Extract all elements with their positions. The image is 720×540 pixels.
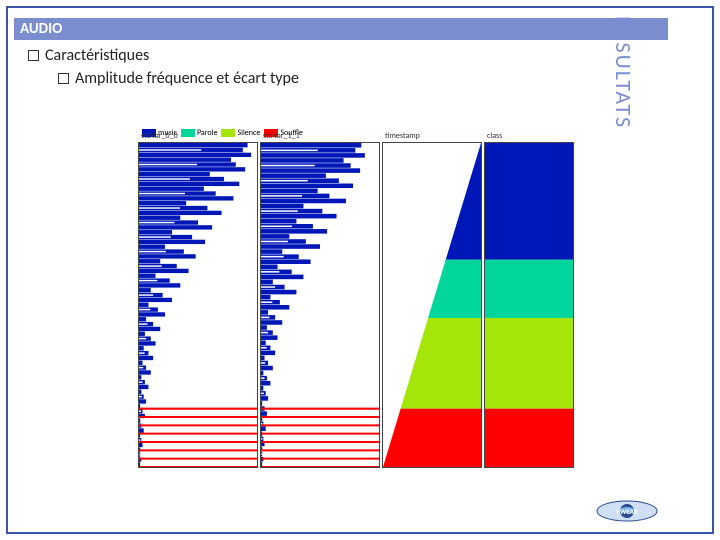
- section-header: AUDIO: [14, 18, 668, 40]
- chart-panel: class: [484, 142, 574, 468]
- legend-swatch: [221, 129, 235, 137]
- legend-swatch: [181, 129, 195, 137]
- bullet-level2: Amplitude fréquence et écart type: [58, 69, 662, 88]
- panel-title: class: [487, 131, 502, 141]
- panels-row: stdVar_0_0stdVar_1_1timestampclass: [138, 142, 578, 468]
- legend-item: Silence: [221, 128, 260, 138]
- chart-area: musicParoleSilenceSouffle stdVar_0_0stdV…: [138, 128, 578, 468]
- bullet-square-icon: [28, 50, 39, 61]
- sidebar-right: RESULTATS: [676, 8, 712, 532]
- bullet-l1-text: Caractéristiques: [45, 46, 149, 65]
- bullet-list: Caractéristiques Amplitude fréquence et …: [18, 46, 662, 88]
- chart-panel: timestamp: [382, 142, 482, 468]
- legend-label: Parole: [197, 128, 218, 138]
- panel-title: stdVar_1_1: [263, 131, 300, 141]
- bullet-level1: Caractéristiques: [28, 46, 662, 65]
- logo-text: I-WEAR: [616, 507, 638, 516]
- bullet-l2-text: Amplitude fréquence et écart type: [75, 69, 299, 88]
- bullet-square-icon: [58, 73, 69, 84]
- panel-title: stdVar_0_0: [141, 131, 178, 141]
- slide-frame: RESULTATS AUDIO Caractéristiques Amplitu…: [6, 6, 714, 534]
- chart-panel: stdVar_1_1: [260, 142, 380, 468]
- chart-panel: stdVar_0_0: [138, 142, 258, 468]
- panel-title: timestamp: [385, 131, 420, 141]
- legend-label: Silence: [237, 128, 260, 138]
- legend-item: Parole: [181, 128, 218, 138]
- section-header-text: AUDIO: [20, 20, 62, 38]
- logo: I-WEAR: [592, 496, 662, 526]
